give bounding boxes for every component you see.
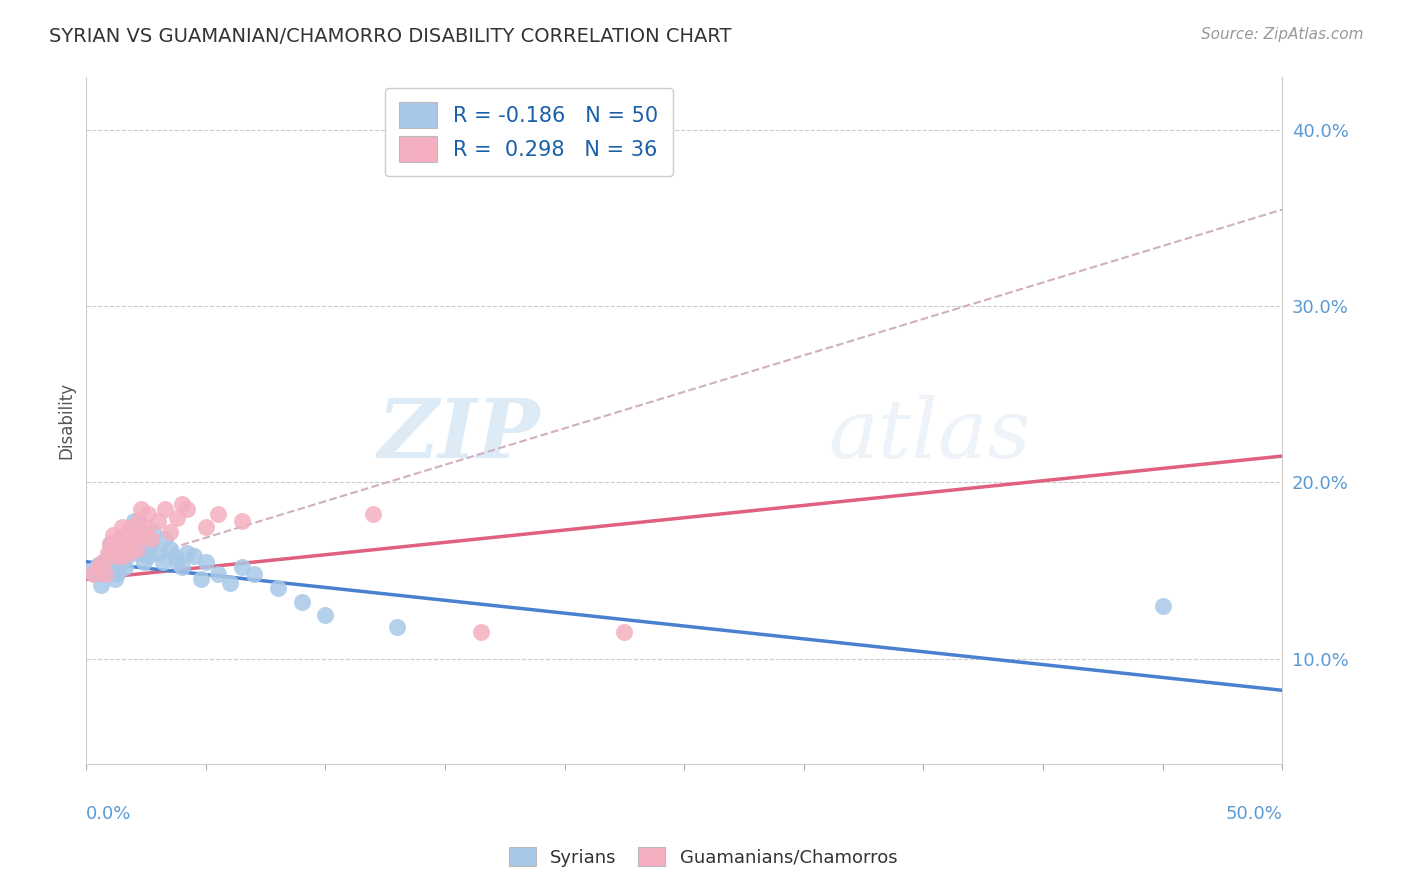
Point bbox=[97, 560, 120, 574]
Text: atlas: atlas bbox=[828, 394, 1031, 475]
Point bbox=[155, 532, 177, 546]
Point bbox=[91, 555, 114, 569]
Point bbox=[207, 567, 229, 582]
Point bbox=[111, 519, 134, 533]
Point bbox=[97, 546, 120, 560]
Point bbox=[138, 507, 160, 521]
Point bbox=[105, 542, 128, 557]
Point bbox=[155, 502, 177, 516]
Point bbox=[98, 537, 121, 551]
Point bbox=[138, 549, 160, 564]
Point bbox=[122, 532, 145, 546]
Point bbox=[122, 514, 145, 528]
Text: ZIP: ZIP bbox=[378, 394, 541, 475]
Text: 50.0%: 50.0% bbox=[1226, 805, 1282, 823]
Point bbox=[128, 532, 150, 546]
Point bbox=[170, 560, 193, 574]
Point bbox=[139, 537, 162, 551]
Point bbox=[166, 555, 188, 569]
Point bbox=[111, 549, 134, 564]
Point bbox=[131, 542, 153, 557]
Point bbox=[266, 581, 288, 595]
Point bbox=[91, 555, 114, 569]
Point bbox=[115, 549, 138, 564]
Legend: Syrians, Guamanians/Chamorros: Syrians, Guamanians/Chamorros bbox=[502, 840, 904, 874]
Text: 0.0%: 0.0% bbox=[86, 805, 132, 823]
Point bbox=[166, 510, 188, 524]
Point bbox=[108, 542, 131, 557]
Point bbox=[146, 546, 169, 560]
Point bbox=[98, 546, 121, 560]
Point bbox=[118, 546, 141, 560]
Point bbox=[218, 575, 240, 590]
Point bbox=[104, 572, 127, 586]
Point bbox=[94, 567, 117, 582]
Point bbox=[314, 607, 336, 622]
Point bbox=[1152, 599, 1174, 613]
Point bbox=[104, 549, 127, 564]
Point bbox=[80, 564, 103, 578]
Point bbox=[132, 528, 155, 542]
Point bbox=[139, 532, 162, 546]
Point bbox=[135, 519, 157, 533]
Legend: R = -0.186   N = 50, R =  0.298   N = 36: R = -0.186 N = 50, R = 0.298 N = 36 bbox=[385, 87, 673, 177]
Point bbox=[152, 555, 174, 569]
Point bbox=[128, 514, 150, 528]
Point bbox=[387, 620, 409, 634]
Point bbox=[363, 507, 385, 521]
Point bbox=[170, 497, 193, 511]
Point bbox=[135, 528, 157, 542]
Point bbox=[111, 555, 134, 569]
Point bbox=[613, 625, 636, 640]
Point bbox=[242, 567, 264, 582]
Point bbox=[105, 549, 128, 564]
Point bbox=[121, 519, 143, 533]
Point bbox=[111, 532, 134, 546]
Point bbox=[90, 577, 112, 591]
Point bbox=[131, 502, 153, 516]
Point bbox=[82, 567, 104, 582]
Point bbox=[115, 528, 138, 542]
Point bbox=[194, 519, 217, 533]
Point bbox=[142, 524, 165, 539]
Point bbox=[207, 507, 229, 521]
Point bbox=[87, 560, 110, 574]
Point bbox=[231, 514, 253, 528]
Point bbox=[159, 524, 181, 539]
Point bbox=[121, 537, 143, 551]
Point bbox=[146, 514, 169, 528]
Point bbox=[176, 502, 198, 516]
Point bbox=[101, 528, 124, 542]
Point bbox=[231, 560, 253, 574]
Point bbox=[94, 567, 117, 582]
Y-axis label: Disability: Disability bbox=[58, 383, 75, 459]
Point bbox=[98, 537, 121, 551]
Point bbox=[114, 560, 136, 574]
Point bbox=[176, 546, 198, 560]
Point bbox=[183, 549, 205, 564]
Point bbox=[163, 549, 186, 564]
Point bbox=[470, 625, 492, 640]
Point bbox=[132, 555, 155, 569]
Point bbox=[101, 564, 124, 578]
Text: SYRIAN VS GUAMANIAN/CHAMORRO DISABILITY CORRELATION CHART: SYRIAN VS GUAMANIAN/CHAMORRO DISABILITY … bbox=[49, 27, 731, 45]
Point bbox=[118, 524, 141, 539]
Point bbox=[105, 567, 128, 582]
Point bbox=[128, 519, 150, 533]
Point bbox=[108, 532, 131, 546]
Point bbox=[190, 572, 212, 586]
Point bbox=[87, 558, 110, 573]
Point bbox=[290, 595, 312, 609]
Point bbox=[125, 542, 148, 557]
Point bbox=[84, 567, 107, 582]
Point bbox=[159, 542, 181, 557]
Point bbox=[125, 546, 148, 560]
Point bbox=[114, 537, 136, 551]
Point bbox=[194, 555, 217, 569]
Text: Source: ZipAtlas.com: Source: ZipAtlas.com bbox=[1201, 27, 1364, 42]
